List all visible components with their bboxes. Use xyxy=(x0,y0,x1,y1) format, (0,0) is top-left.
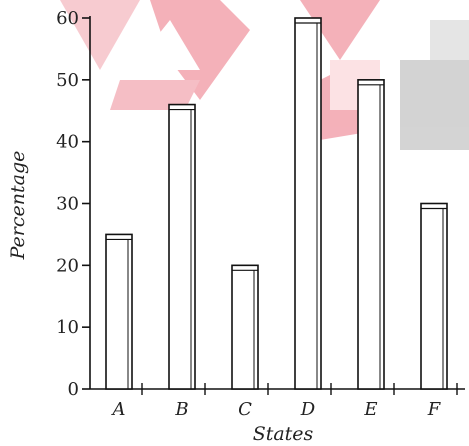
bar-C xyxy=(231,264,259,390)
y-tick-label-50: 50 xyxy=(56,70,79,91)
y-tick-label-0: 0 xyxy=(68,379,79,400)
y-tick-label-30: 30 xyxy=(56,194,79,215)
bar-E xyxy=(357,79,385,390)
x-tick-label-C: C xyxy=(238,399,252,420)
bar-A xyxy=(105,233,133,390)
bar-D xyxy=(294,17,322,390)
x-axis: A B C D E F xyxy=(90,383,465,420)
y-tick-label-20: 20 xyxy=(56,255,79,276)
bars xyxy=(105,17,448,390)
y-axis: 0 10 20 30 40 50 60 xyxy=(56,8,91,400)
x-axis-title: States xyxy=(253,423,314,445)
watermark-logo xyxy=(60,0,469,150)
x-tick-label-E: E xyxy=(363,399,377,420)
y-tick-label-10: 10 xyxy=(56,317,79,338)
y-tick-label-40: 40 xyxy=(56,132,79,153)
x-tick-label-F: F xyxy=(427,399,442,420)
y-axis-title: Percentage xyxy=(7,151,29,261)
bar-F xyxy=(420,202,448,390)
x-tick-label-B: B xyxy=(174,399,188,420)
x-tick-label-D: D xyxy=(300,399,316,420)
x-tick-label-A: A xyxy=(111,399,126,420)
bar-B xyxy=(168,103,196,390)
y-tick-label-60: 60 xyxy=(56,8,79,29)
